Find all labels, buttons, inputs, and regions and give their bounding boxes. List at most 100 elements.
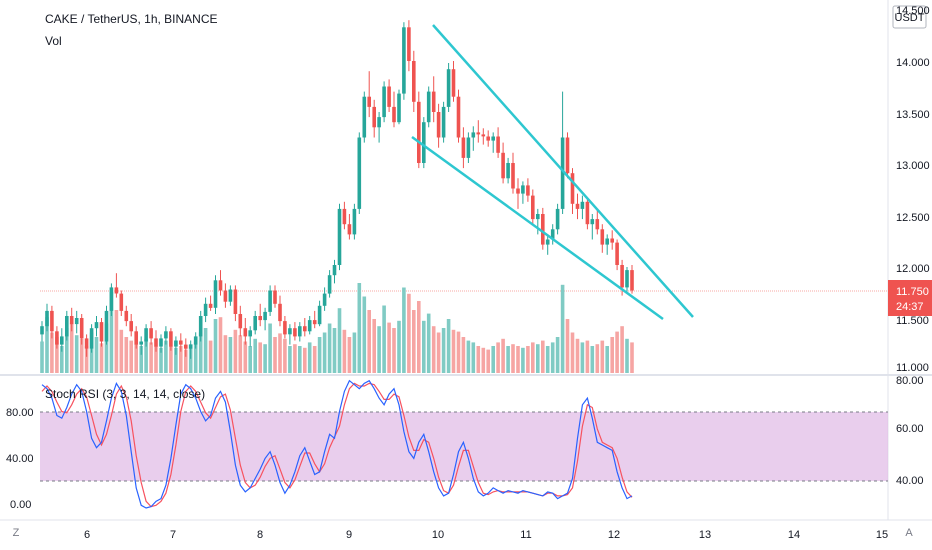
volume-bar xyxy=(253,338,257,373)
volume-bar xyxy=(441,328,446,373)
volume-bar xyxy=(273,337,277,373)
candle xyxy=(585,197,590,230)
volume-bar xyxy=(109,292,114,373)
candle-body xyxy=(228,289,233,302)
price-tick: 13.500 xyxy=(896,109,930,121)
candle xyxy=(580,195,585,220)
stoch-rsi-label[interactable]: Stoch RSI (3, 3, 14, 14, close) xyxy=(45,387,205,401)
candle xyxy=(45,303,49,332)
volume-bar xyxy=(134,344,138,373)
volume-bar xyxy=(317,337,322,373)
volume-bar xyxy=(496,342,500,373)
volume-bar xyxy=(94,337,99,373)
candle-body xyxy=(471,132,476,138)
volume-bar xyxy=(50,332,54,373)
candle xyxy=(139,336,143,355)
volume-bar xyxy=(471,342,476,373)
time-axis[interactable]: 6 7 8 9 10 11 12 13 14 15 xyxy=(84,529,888,541)
candle xyxy=(555,203,560,235)
volume-bar xyxy=(550,342,555,373)
candle-body xyxy=(45,310,49,327)
zoom-reset-button[interactable]: Z xyxy=(13,527,20,539)
stoch-layer xyxy=(41,379,633,509)
candle-body xyxy=(545,239,550,245)
candle-body xyxy=(312,320,317,325)
price-axis[interactable]: USDT 14.500 14.000 13.500 13.000 12.500 … xyxy=(888,5,932,374)
candle xyxy=(347,214,352,240)
currency-box[interactable] xyxy=(892,5,927,29)
volume-bar xyxy=(79,338,84,373)
candle-body xyxy=(590,219,595,225)
candle xyxy=(124,305,129,327)
candle xyxy=(466,132,471,163)
candle-body xyxy=(575,203,580,209)
volume-bar xyxy=(585,340,590,373)
stoch-left-tick: 80.00 xyxy=(6,407,34,419)
indicator-axis-right[interactable]: 80.00 60.00 40.00 xyxy=(896,375,924,487)
candle-body xyxy=(208,303,213,308)
candle xyxy=(307,316,312,335)
volume-bar xyxy=(362,296,367,373)
candle-body xyxy=(164,331,168,339)
candle-body xyxy=(65,316,69,337)
wedge-upper-trendline[interactable] xyxy=(432,24,694,318)
symbol-title[interactable]: CAKE / TetherUS, 1h, BINANCE xyxy=(45,12,218,26)
candle xyxy=(65,310,69,341)
last-price-badge[interactable] xyxy=(888,280,932,316)
candle xyxy=(570,168,575,214)
candle-body xyxy=(431,91,436,112)
volume-bar xyxy=(238,335,243,373)
candle-body xyxy=(541,214,545,245)
candle xyxy=(203,297,208,323)
volume-bar xyxy=(268,323,272,373)
volume-bar xyxy=(114,310,119,373)
volume-bar xyxy=(124,337,129,373)
volume-bar xyxy=(466,340,471,373)
candle-body xyxy=(357,137,362,209)
candle xyxy=(342,201,347,230)
candle-body xyxy=(139,341,143,345)
candle xyxy=(352,203,357,240)
volume-bar xyxy=(303,347,307,373)
candle-body xyxy=(446,69,451,107)
candle-body xyxy=(392,106,396,123)
candle-body xyxy=(99,322,104,342)
candle xyxy=(521,181,525,204)
candle xyxy=(317,300,322,327)
volume-bar xyxy=(615,331,619,373)
candle xyxy=(322,287,327,311)
volume-bar xyxy=(213,319,218,373)
volume-bar xyxy=(139,346,143,373)
currency-label[interactable]: USDT xyxy=(895,12,925,24)
wedge-lower-trendline[interactable] xyxy=(411,135,664,321)
candle-body xyxy=(184,344,188,349)
price-tick: 13.000 xyxy=(896,160,930,172)
time-tick: 12 xyxy=(608,529,620,541)
volume-label[interactable]: Vol xyxy=(45,34,62,48)
auto-scale-button[interactable]: A xyxy=(905,527,913,539)
volume-bar xyxy=(486,349,490,373)
candle-body xyxy=(456,96,461,138)
candle xyxy=(164,326,168,345)
candle xyxy=(144,324,148,347)
candle-body xyxy=(397,93,401,123)
candle xyxy=(243,318,248,345)
volume-bar xyxy=(89,332,94,373)
stoch-right-tick: 40.00 xyxy=(896,475,924,487)
candle xyxy=(456,89,461,143)
candle xyxy=(248,326,252,347)
volume-bar xyxy=(99,343,104,373)
candle xyxy=(208,295,213,311)
candle xyxy=(154,330,158,352)
candle-body xyxy=(233,289,238,314)
price-pane[interactable] xyxy=(0,0,888,374)
candle xyxy=(422,117,426,169)
volume-bar xyxy=(382,305,386,373)
last-price-value: 11.750 xyxy=(896,286,929,298)
candle xyxy=(451,61,456,102)
candle-body xyxy=(441,106,446,138)
volume-bar xyxy=(541,340,545,373)
volume-bar xyxy=(526,346,530,373)
candle xyxy=(506,157,510,184)
